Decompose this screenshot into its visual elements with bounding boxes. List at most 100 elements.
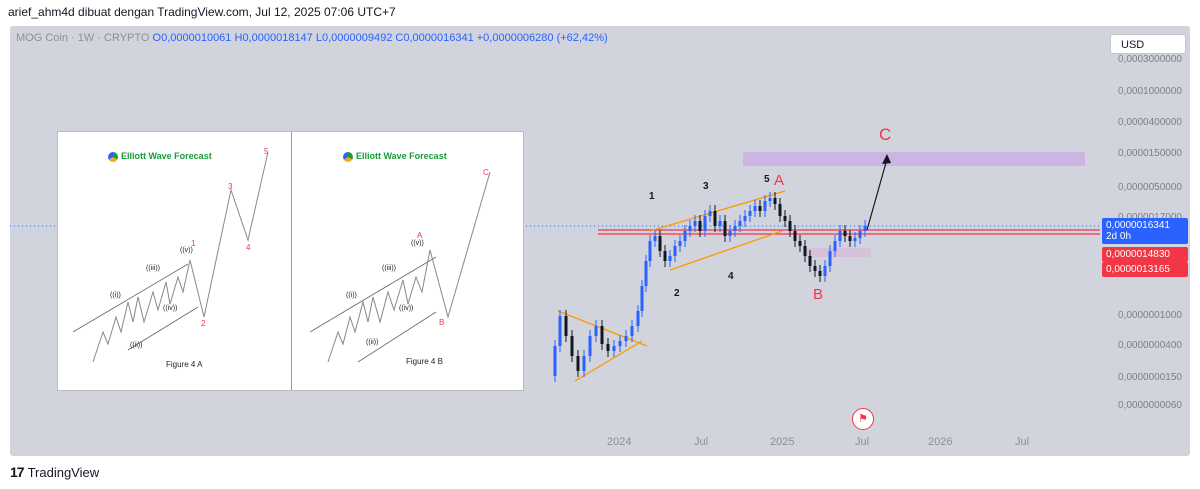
support-box xyxy=(805,248,871,257)
ohlc-legend[interactable]: MOG Coin · 1W · CRYPTO O0,0000010061 H0,… xyxy=(16,32,608,44)
target-zone xyxy=(743,152,1085,166)
price-tick: 0,0000000060 xyxy=(1118,400,1182,411)
level-tag-1: 0,0000014830 xyxy=(1102,247,1188,262)
candle-body xyxy=(653,236,657,241)
candle-body xyxy=(788,221,792,231)
candle-body xyxy=(570,336,574,356)
candle-body xyxy=(558,316,562,346)
candle-body xyxy=(778,204,782,216)
candle-body xyxy=(658,236,662,251)
wave-label-4: 4 xyxy=(728,271,734,282)
arrowhead-icon xyxy=(882,154,891,164)
footer-brand: TradingView xyxy=(27,464,100,480)
candle-body xyxy=(640,286,644,311)
candle-body xyxy=(612,346,616,351)
inset-brand-b: Elliott Wave Forecast xyxy=(356,151,447,161)
candle-body xyxy=(718,221,722,226)
candle-body xyxy=(833,241,837,251)
candle-body xyxy=(693,221,697,226)
current-price-tag: 0,0000016341 2d 0h xyxy=(1102,218,1188,244)
candle-body xyxy=(753,206,757,211)
inset-label: ((iv)) xyxy=(399,305,414,312)
legend-open: O0,0000010061 xyxy=(152,32,232,44)
triangle-lower xyxy=(574,340,643,382)
wedge-upper xyxy=(649,190,786,232)
inset-brand-a: Elliott Wave Forecast xyxy=(121,151,212,161)
candle-body xyxy=(723,221,727,236)
candle-body xyxy=(683,231,687,241)
inset-label: ((iii)) xyxy=(382,265,396,272)
time-tick: 2026 xyxy=(928,436,953,448)
candle-body xyxy=(798,241,802,246)
inset-label: 5 xyxy=(264,147,269,156)
inset-label: A xyxy=(417,231,423,240)
candle-body xyxy=(728,231,732,236)
chart-area[interactable]: 1 2 3 4 5 A B C ⚑ 2024 Jul 2025 Jul 2026… xyxy=(10,26,1190,456)
legend-change: +0,0000006280 (+62,42%) xyxy=(476,32,608,44)
candle-body xyxy=(698,221,702,231)
candle-body xyxy=(863,226,867,231)
candle-body xyxy=(582,356,586,371)
candle-body xyxy=(823,266,827,276)
price-tick: 0,0000150000 xyxy=(1118,148,1182,159)
inset-divider xyxy=(291,132,292,390)
candle-body xyxy=(576,356,580,371)
candle-body xyxy=(663,251,667,261)
plot-area[interactable]: 1 2 3 4 5 A B C ⚑ 2024 Jul 2025 Jul 2026… xyxy=(10,26,1100,456)
wave-label-a: A xyxy=(774,172,785,189)
inset-label: ((ii)) xyxy=(366,339,379,346)
candle-body xyxy=(594,326,598,336)
us-flag-icon[interactable]: ⚑ xyxy=(852,408,874,430)
countdown: 2d 0h xyxy=(1106,231,1132,242)
ewf-logo-icon xyxy=(108,152,118,162)
candlestick-series xyxy=(553,192,867,382)
inset-label: C xyxy=(483,168,489,177)
candle-body xyxy=(748,211,752,216)
price-tick: 0,0000000400 xyxy=(1118,340,1182,351)
candle-body xyxy=(818,271,822,276)
chart-header: arief_ahm4d dibuat dengan TradingView.co… xyxy=(8,5,396,19)
inset-caption-b: Figure 4 B xyxy=(406,357,443,366)
symbol-label[interactable]: MOG Coin · 1W · CRYPTO xyxy=(16,32,150,44)
candle-body xyxy=(783,216,787,221)
wave-label-b: B xyxy=(813,286,824,303)
footer: 17 TradingView xyxy=(10,464,99,480)
candle-body xyxy=(644,261,648,286)
time-tick: Jul xyxy=(855,436,870,448)
candle-body xyxy=(713,211,717,226)
candle-body xyxy=(843,231,847,236)
inset-label: ((iv)) xyxy=(163,305,178,312)
candle-body xyxy=(564,316,568,336)
candle-body xyxy=(648,241,652,261)
inset-label: 2 xyxy=(201,319,206,328)
candle-body xyxy=(553,346,557,376)
candle-body xyxy=(768,198,772,201)
candle-body xyxy=(678,241,682,246)
price-axis[interactable]: 0,0003000000 0,0001000000 0,0000400000 0… xyxy=(1100,26,1190,456)
inset-label: 3 xyxy=(228,182,233,191)
wave-label-1: 1 xyxy=(649,191,655,202)
legend-high: H0,0000018147 xyxy=(234,32,313,44)
candle-body xyxy=(630,326,634,336)
current-price-value: 0,0000016341 xyxy=(1106,220,1170,231)
candle-body xyxy=(738,221,742,226)
projection-arrow xyxy=(866,158,888,231)
level-tag-2: 0,0000013165 xyxy=(1102,262,1188,277)
price-chart xyxy=(10,152,1100,382)
candle-body xyxy=(673,246,677,256)
wave-label-5: 5 xyxy=(764,174,770,185)
price-tick: 0,0000050000 xyxy=(1118,182,1182,193)
candle-body xyxy=(773,198,777,204)
inset-label: ((i)) xyxy=(110,292,121,299)
price-tick: 0,0001000000 xyxy=(1118,86,1182,97)
candle-body xyxy=(758,206,762,211)
candle-body xyxy=(803,246,807,256)
elliott-wave-inset: Elliott Wave Forecast Elliott Wave Forec… xyxy=(57,131,524,391)
candle-body xyxy=(588,336,592,356)
time-tick: Jul xyxy=(694,436,709,448)
wave-label-c: C xyxy=(879,125,892,144)
inset-label: ((ii)) xyxy=(130,342,143,349)
candle-body xyxy=(600,326,604,344)
currency-button[interactable]: USD xyxy=(1110,34,1186,54)
candle-body xyxy=(688,226,692,231)
